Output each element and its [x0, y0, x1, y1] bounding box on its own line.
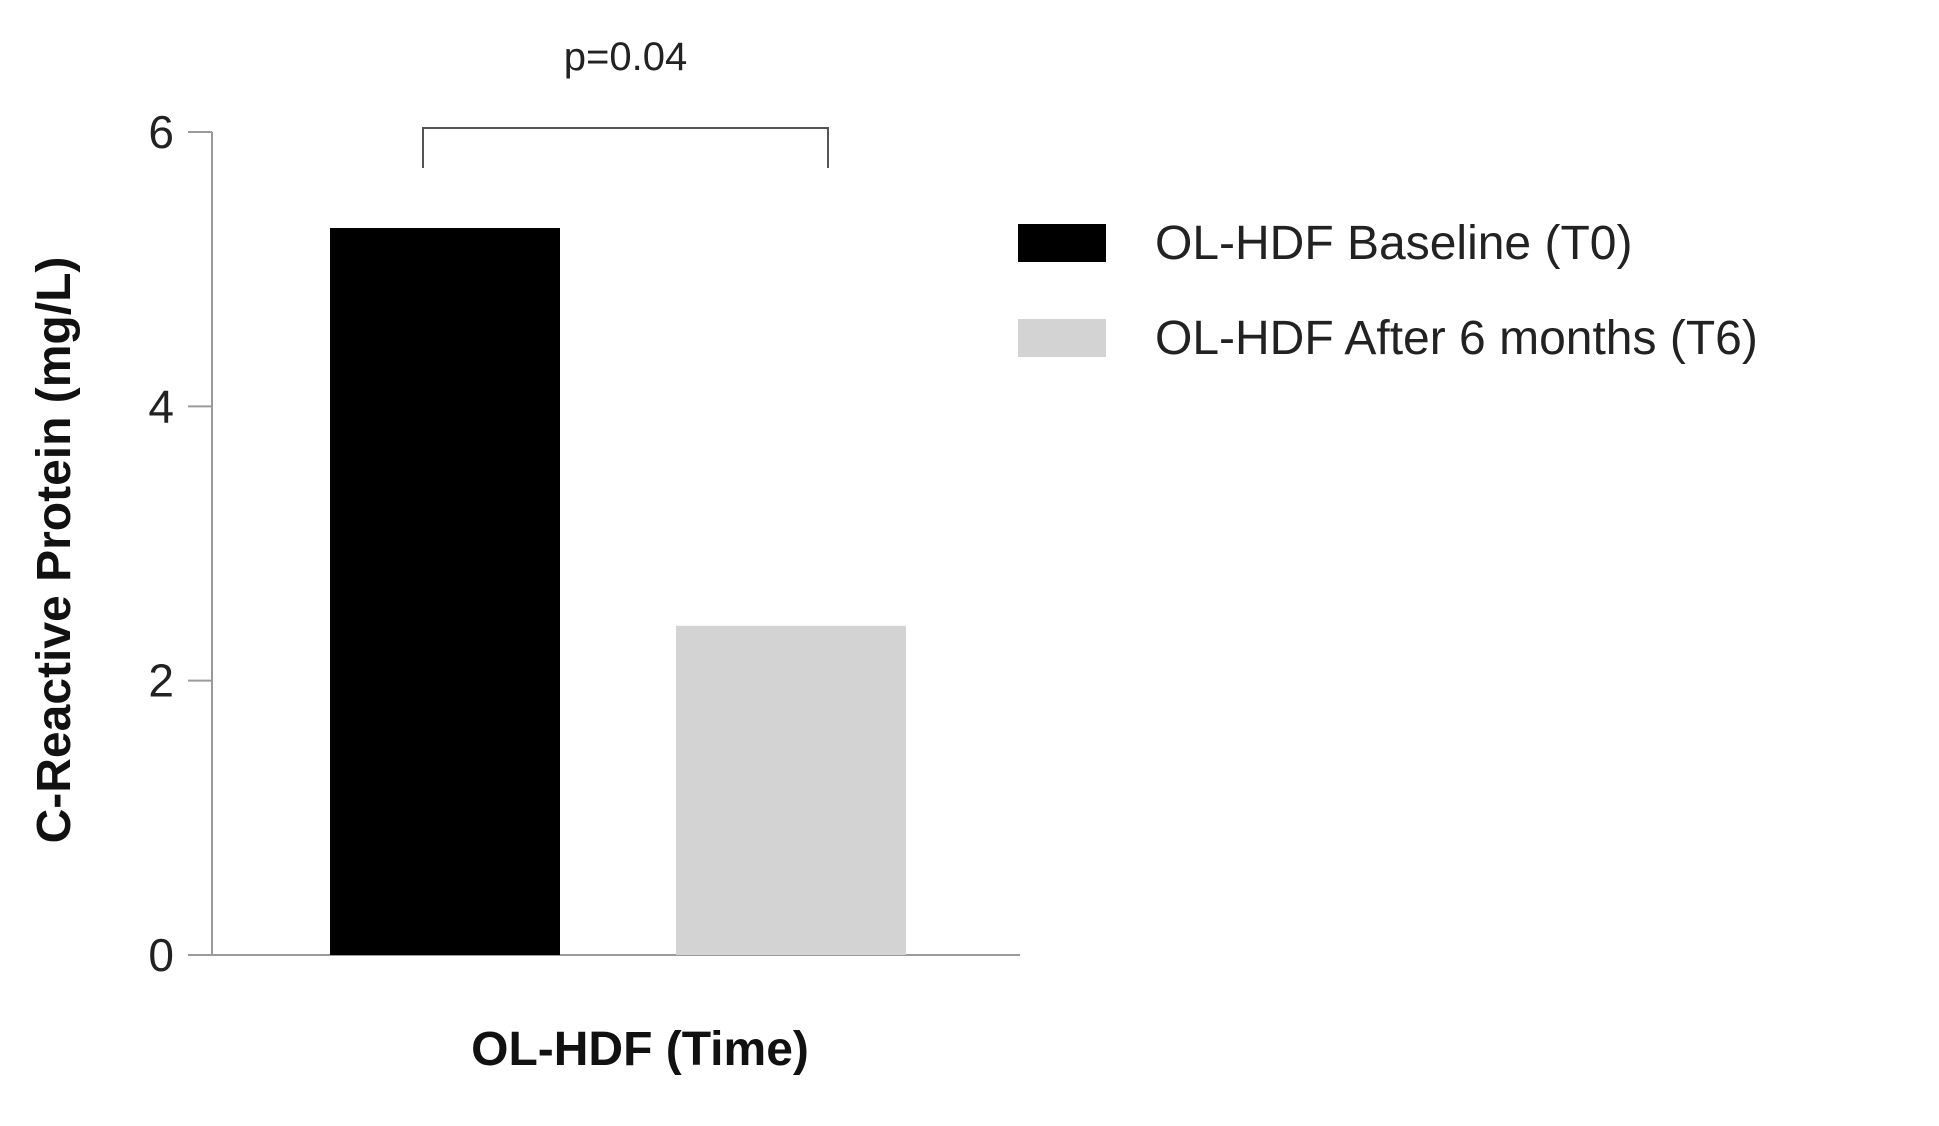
legend: OL-HDF Baseline (T0) OL-HDF After 6 month…	[1018, 217, 1758, 365]
bar-series-1	[676, 625, 906, 955]
legend-label-1: OL-HDF After 6 months (T6)	[1155, 312, 1758, 365]
y-tick-label: 2	[148, 655, 174, 707]
y-tick-label: 4	[148, 380, 174, 432]
significance-bracket	[422, 127, 829, 168]
legend-label-0: OL-HDF Baseline (T0)	[1155, 217, 1632, 270]
significance-annotation: p=0.04	[422, 35, 829, 168]
bars	[330, 228, 906, 955]
p-value-label: p=0.04	[564, 35, 687, 79]
legend-swatch-0	[1018, 224, 1106, 262]
bar-series-0	[330, 228, 560, 955]
x-axis-title: OL-HDF (Time)	[471, 1023, 809, 1076]
y-tick-label: 6	[148, 106, 174, 158]
y-tick-label: 0	[148, 929, 174, 981]
y-axis-title: C-Reactive Protein (mg/L)	[28, 257, 81, 844]
legend-swatch-1	[1018, 319, 1106, 357]
